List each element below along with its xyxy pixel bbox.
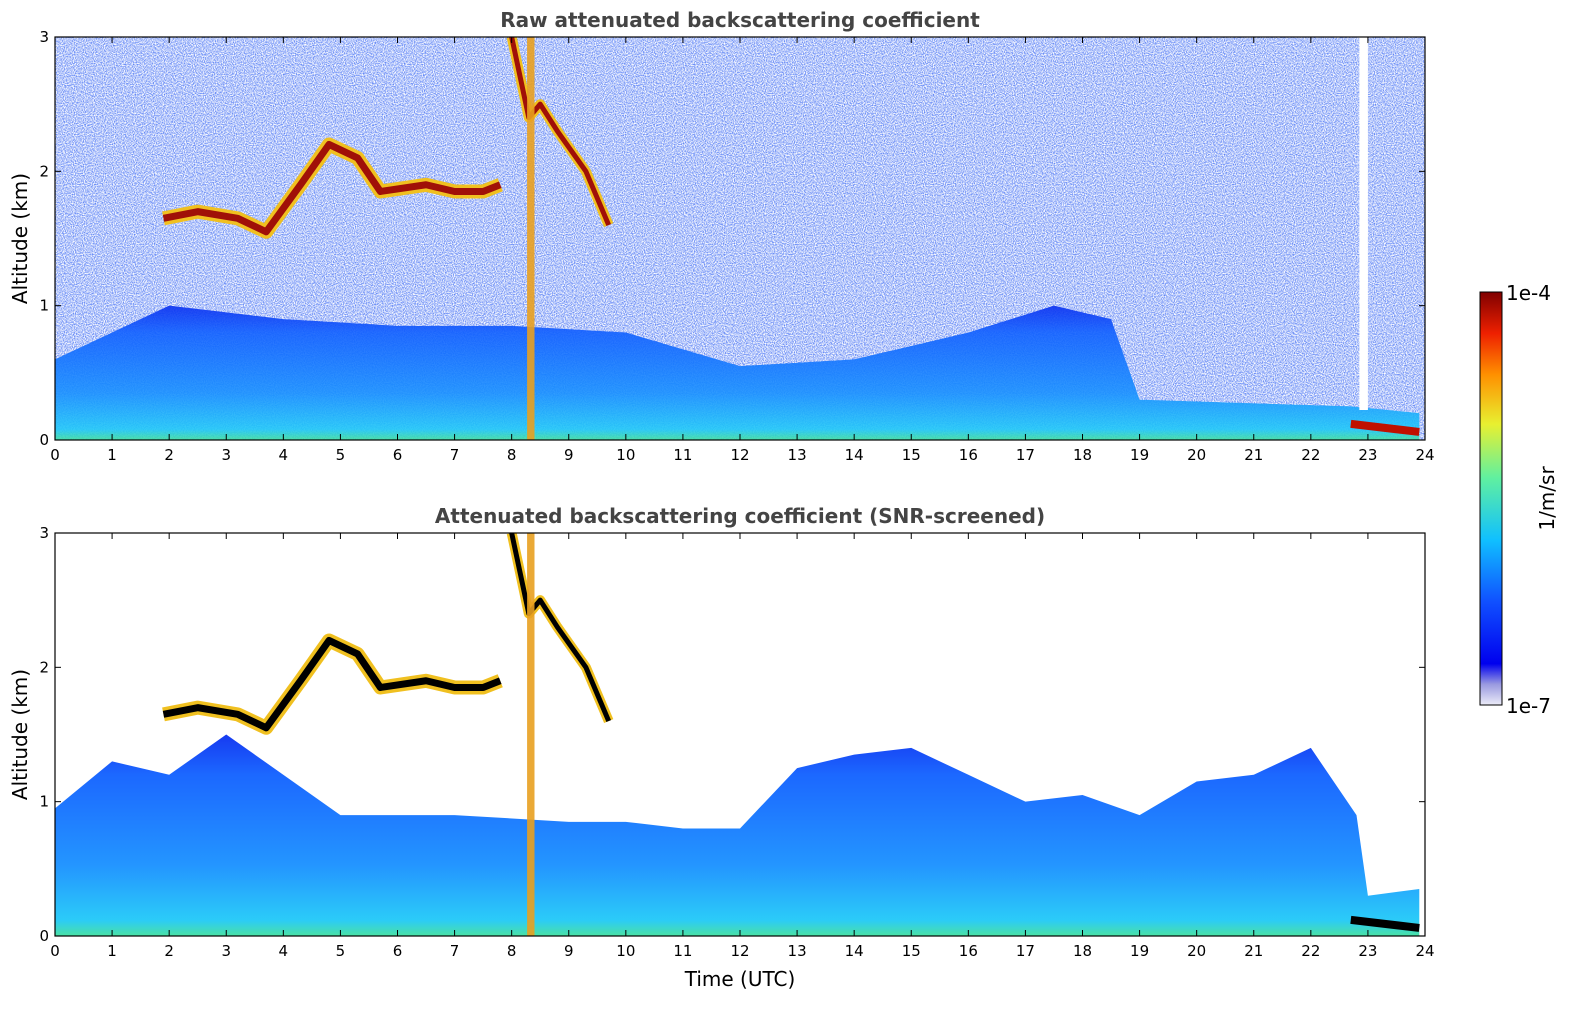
x-tick-label: 23 — [1358, 942, 1377, 960]
x-tick-label: 4 — [279, 942, 289, 960]
x-tick-label: 8 — [507, 446, 517, 464]
x-tick-label: 10 — [616, 446, 635, 464]
x-tick-label: 17 — [1016, 942, 1035, 960]
x-tick-label: 19 — [1130, 446, 1149, 464]
x-tick-label: 21 — [1244, 446, 1263, 464]
x-axis-label: Time (UTC) — [684, 967, 796, 991]
x-tick-label: 9 — [564, 942, 574, 960]
panel-title: Attenuated backscattering coefficient (S… — [435, 504, 1045, 528]
y-tick-label: 3 — [39, 524, 49, 542]
boundary-layer-region — [55, 305, 1420, 440]
y-axis-label: Altitude (km) — [8, 669, 32, 800]
surface-layer — [1350, 915, 1420, 932]
x-tick-label: 5 — [336, 446, 346, 464]
data-gap — [1359, 37, 1368, 410]
falling-streak-core — [509, 533, 612, 723]
x-tick-label: 9 — [564, 446, 574, 464]
x-tick-label: 4 — [279, 446, 289, 464]
panel-2: Attenuated backscattering coefficient (S… — [8, 504, 1435, 991]
y-tick-label: 0 — [39, 431, 49, 449]
y-tick-label: 2 — [39, 162, 49, 180]
x-tick-label: 12 — [730, 942, 749, 960]
x-tick-label: 2 — [164, 446, 174, 464]
falling-streak-core — [509, 37, 612, 227]
x-tick-label: 22 — [1301, 942, 1320, 960]
colorbar-gradient — [1479, 291, 1503, 706]
precipitation-column — [527, 37, 535, 440]
x-tick-label: 13 — [788, 446, 807, 464]
x-tick-label: 16 — [959, 446, 978, 464]
x-tick-label: 10 — [616, 942, 635, 960]
x-tick-label: 14 — [845, 942, 864, 960]
panel-title: Raw attenuated backscattering coefficien… — [500, 8, 980, 32]
y-tick-label: 3 — [39, 28, 49, 46]
x-tick-label: 24 — [1415, 942, 1434, 960]
colorbar: 1e-4 1e-7 1/m/sr — [1479, 281, 1559, 718]
x-tick-label: 20 — [1187, 942, 1206, 960]
colorbar-max-label: 1e-4 — [1506, 281, 1551, 305]
x-tick-label: 13 — [788, 942, 807, 960]
x-tick-label: 7 — [450, 446, 460, 464]
x-tick-label: 20 — [1187, 446, 1206, 464]
x-tick-label: 0 — [50, 446, 60, 464]
precipitation-column — [527, 533, 535, 936]
x-tick-label: 22 — [1301, 446, 1320, 464]
x-tick-label: 19 — [1130, 942, 1149, 960]
y-tick-label: 2 — [39, 658, 49, 676]
x-tick-label: 5 — [336, 942, 346, 960]
x-tick-label: 0 — [50, 942, 60, 960]
x-tick-label: 12 — [730, 446, 749, 464]
y-tick-label: 0 — [39, 927, 49, 945]
panel-1: Raw attenuated backscattering coefficien… — [8, 8, 1435, 464]
y-tick-label: 1 — [39, 793, 49, 811]
x-tick-label: 16 — [959, 942, 978, 960]
x-tick-label: 23 — [1358, 446, 1377, 464]
x-tick-label: 1 — [107, 446, 117, 464]
x-tick-label: 11 — [673, 942, 692, 960]
x-tick-label: 18 — [1073, 942, 1092, 960]
x-tick-label: 3 — [221, 942, 231, 960]
x-tick-label: 15 — [902, 942, 921, 960]
screened-signal-region — [55, 734, 1420, 936]
cloud-layer-core — [162, 636, 502, 732]
x-tick-label: 6 — [393, 942, 403, 960]
x-tick-label: 24 — [1415, 446, 1434, 464]
cloud-layer-core — [162, 140, 502, 236]
x-tick-label: 14 — [845, 446, 864, 464]
x-tick-label: 8 — [507, 942, 517, 960]
y-axis-label: Altitude (km) — [8, 173, 32, 304]
colorbar-min-label: 1e-7 — [1506, 694, 1551, 718]
x-tick-label: 17 — [1016, 446, 1035, 464]
heatmap-area — [55, 37, 1425, 440]
x-tick-label: 1 — [107, 942, 117, 960]
surface-layer — [1350, 419, 1420, 436]
y-tick-label: 1 — [39, 297, 49, 315]
x-tick-label: 2 — [164, 942, 174, 960]
x-tick-label: 3 — [221, 446, 231, 464]
x-tick-label: 21 — [1244, 942, 1263, 960]
x-tick-label: 18 — [1073, 446, 1092, 464]
x-tick-label: 6 — [393, 446, 403, 464]
x-tick-label: 15 — [902, 446, 921, 464]
x-tick-label: 11 — [673, 446, 692, 464]
x-tick-label: 7 — [450, 942, 460, 960]
colorbar-unit-label: 1/m/sr — [1535, 466, 1559, 531]
heatmap-area — [55, 533, 1425, 936]
